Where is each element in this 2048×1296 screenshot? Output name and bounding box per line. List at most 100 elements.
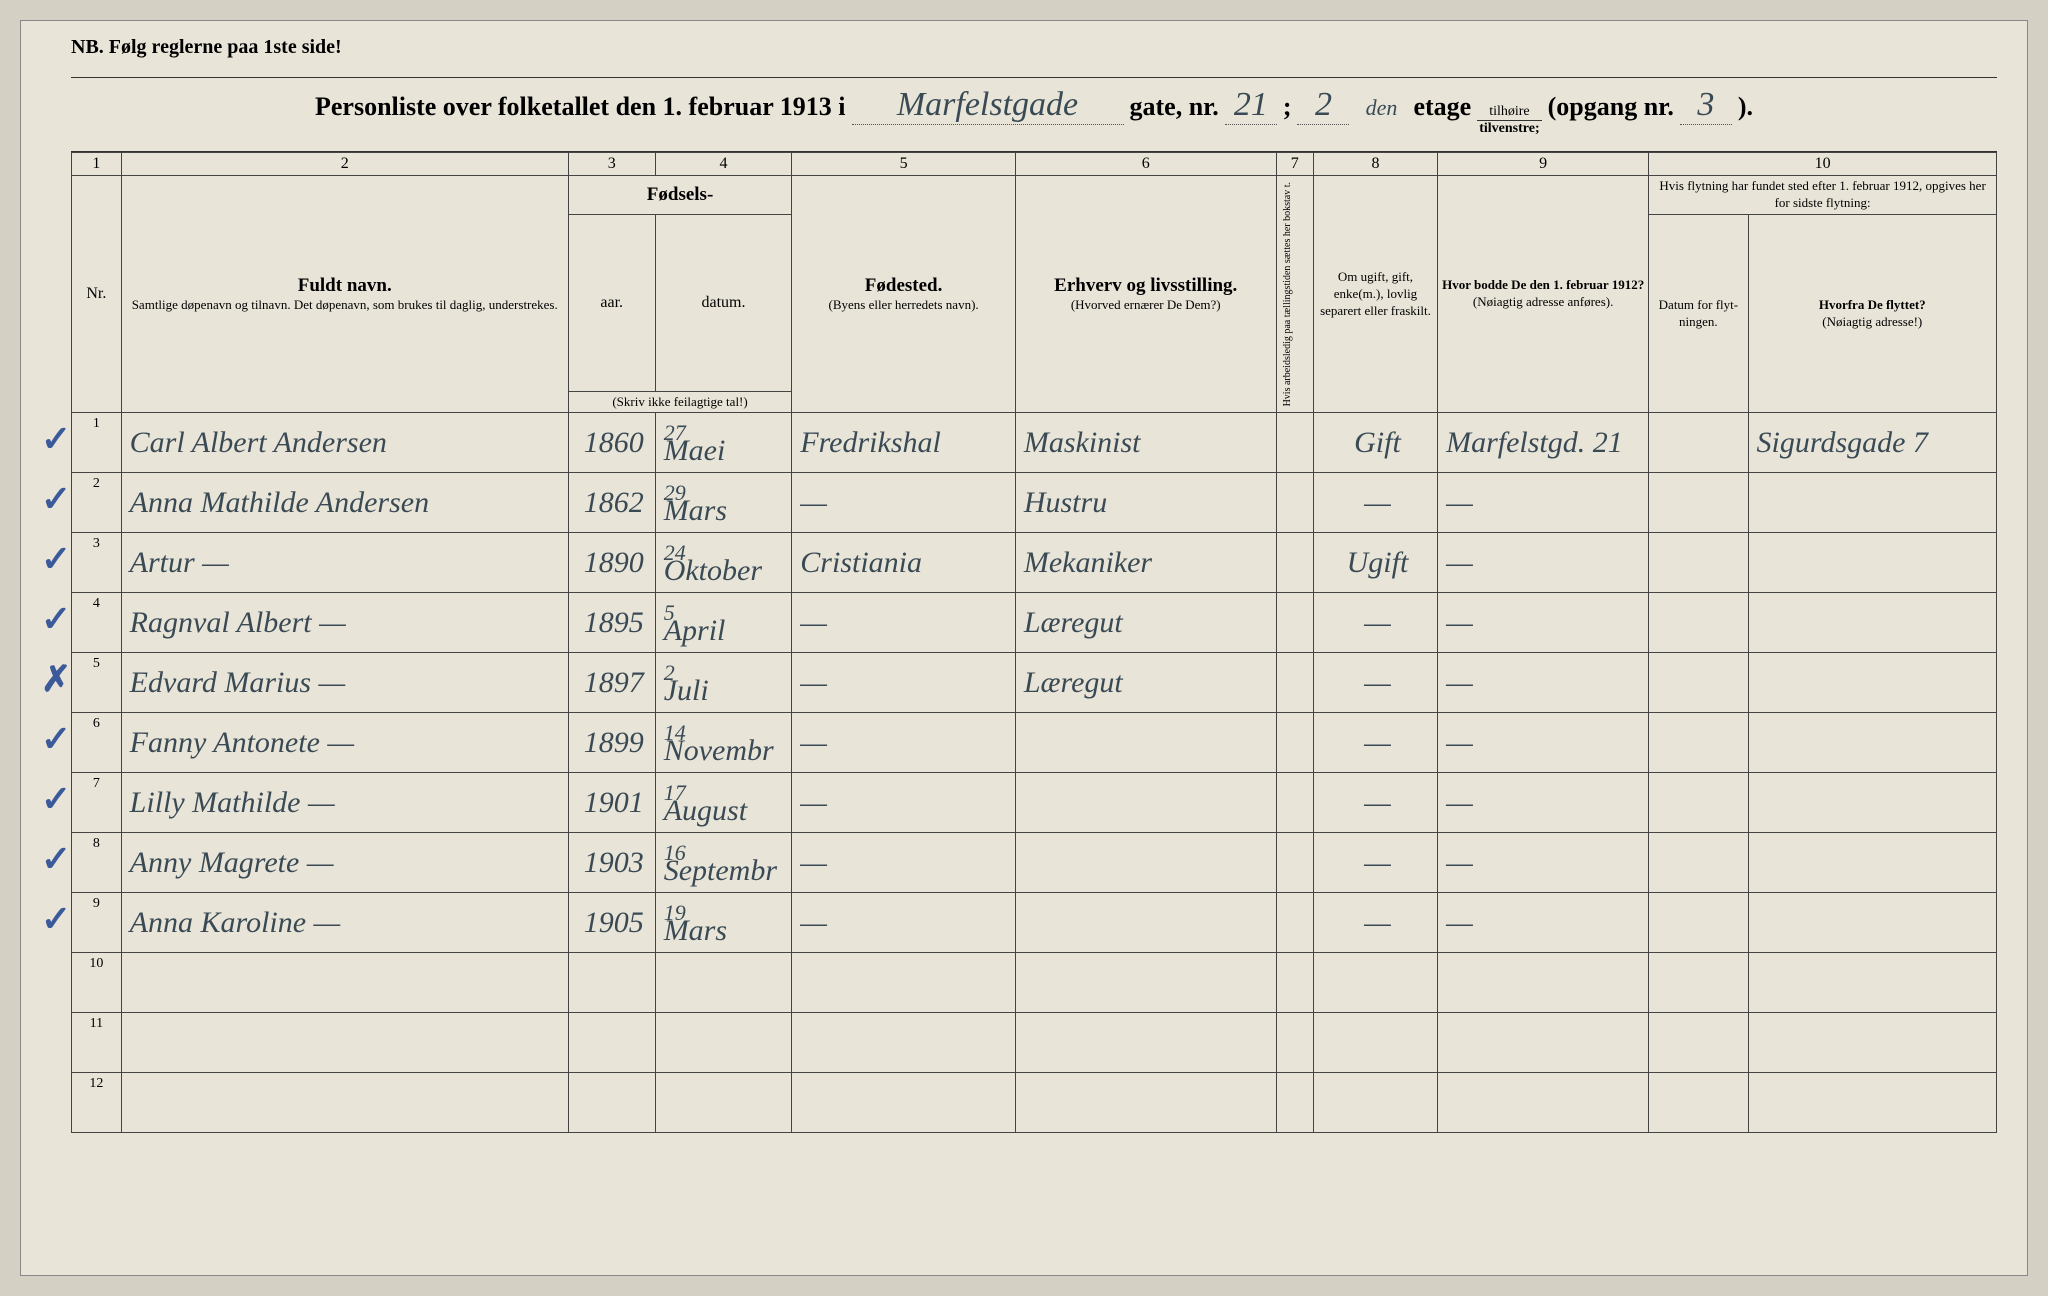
cell-occupation: Læregut xyxy=(1015,653,1276,713)
etage-sup: den xyxy=(1355,95,1407,121)
th-birthplace: Fødested. (Byens eller herredets navn). xyxy=(792,176,1016,413)
cell-name: Anna Karoline — xyxy=(121,893,568,953)
cell-date: 24Oktober xyxy=(655,533,792,593)
th-col9-sub: (Nøiagtig adresse anføres). xyxy=(1442,294,1644,311)
margin-checkmark: ✓ xyxy=(41,898,71,940)
row-number: 1 xyxy=(72,413,122,473)
row-number: 4 xyxy=(72,593,122,653)
cell-from xyxy=(1748,653,1996,713)
cell-name: Artur — xyxy=(121,533,568,593)
cell-status: — xyxy=(1313,713,1437,773)
cell-from xyxy=(1748,593,1996,653)
opgang-label: (opgang nr. xyxy=(1548,92,1674,122)
cell-from xyxy=(1748,773,1996,833)
cell-date xyxy=(655,953,792,1013)
header-prefix: Personliste over folketallet den 1. febr… xyxy=(315,92,846,122)
cell-name xyxy=(121,1073,568,1133)
cell-status: Gift xyxy=(1313,413,1437,473)
header-row-1: Nr. Fuldt navn. Samtlige døpenavn og til… xyxy=(72,176,1997,215)
cell-addr1912: — xyxy=(1438,473,1649,533)
cell-name: Ragnval Albert — xyxy=(121,593,568,653)
cell-col7 xyxy=(1276,953,1313,1013)
cell-year: 1905 xyxy=(568,893,655,953)
cell-movedate xyxy=(1649,713,1748,773)
colnum-7: 7 xyxy=(1276,153,1313,176)
cell-date xyxy=(655,1073,792,1133)
cell-addr1912 xyxy=(1438,953,1649,1013)
cell-date: 16Septembr xyxy=(655,833,792,893)
cell-birthplace: — xyxy=(792,593,1016,653)
cell-occupation: Mekaniker xyxy=(1015,533,1276,593)
cell-birthplace xyxy=(792,1013,1016,1073)
cell-movedate xyxy=(1649,773,1748,833)
cell-year: 1901 xyxy=(568,773,655,833)
cell-col7 xyxy=(1276,413,1313,473)
th-birthplace-main: Fødested. xyxy=(796,275,1011,297)
th-birth-main: Fødsels- xyxy=(647,184,714,205)
cell-birthplace: — xyxy=(792,713,1016,773)
colnum-10: 10 xyxy=(1649,153,1997,176)
cell-occupation xyxy=(1015,893,1276,953)
th-birth-note: (Skriv ikke feilagtige tal!) xyxy=(568,391,792,413)
cell-addr1912 xyxy=(1438,1013,1649,1073)
gate-nr-label: gate, nr. xyxy=(1130,92,1219,122)
th-col10-top-text: Hvis flytning har fundet sted efter 1. f… xyxy=(1653,178,1992,212)
table-row: 4Ragnval Albert —18955April—Læregut—— xyxy=(72,593,1997,653)
cell-movedate xyxy=(1649,833,1748,893)
cell-name: Lilly Mathilde — xyxy=(121,773,568,833)
cell-col7 xyxy=(1276,653,1313,713)
cell-birthplace: — xyxy=(792,773,1016,833)
th-occ-main: Erhverv og livsstilling. xyxy=(1020,275,1272,297)
th-col10b-main: Hvorfra De flyttet? xyxy=(1753,297,1992,314)
th-col7-text: Hvis arbeidsledig paa tællingstiden sætt… xyxy=(1281,178,1294,410)
cell-col7 xyxy=(1276,833,1313,893)
cell-movedate xyxy=(1649,593,1748,653)
colnum-4: 4 xyxy=(655,153,792,176)
cell-birthplace: — xyxy=(792,473,1016,533)
row-number: 3 xyxy=(72,533,122,593)
margin-checkmark: ✓ xyxy=(41,598,71,640)
colnum-6: 6 xyxy=(1015,153,1276,176)
colnum-2: 2 xyxy=(121,153,568,176)
th-birthplace-sub: (Byens eller herredets navn). xyxy=(796,297,1011,314)
cell-addr1912: — xyxy=(1438,533,1649,593)
colnum-9: 9 xyxy=(1438,153,1649,176)
cell-birthplace: — xyxy=(792,653,1016,713)
cell-name xyxy=(121,953,568,1013)
cell-status: — xyxy=(1313,773,1437,833)
th-name: Fuldt navn. Samtlige døpenavn og tilnavn… xyxy=(121,176,568,413)
cell-movedate xyxy=(1649,1013,1748,1073)
cell-movedate xyxy=(1649,1073,1748,1133)
th-col9-main: Hvor bodde De den 1. februar 1912? xyxy=(1442,277,1644,294)
table-row: 9Anna Karoline —190519Mars——— xyxy=(72,893,1997,953)
cell-date: 17August xyxy=(655,773,792,833)
cell-from xyxy=(1748,893,1996,953)
cell-col7 xyxy=(1276,533,1313,593)
cell-status: Ugift xyxy=(1313,533,1437,593)
th-col8-text: Om ugift, gift, enke(m.), lovlig separer… xyxy=(1318,269,1433,320)
gate-nr: 21 xyxy=(1225,86,1277,125)
side-top: tilhøire xyxy=(1477,104,1541,121)
cell-birthplace: Cristiania xyxy=(792,533,1016,593)
cell-name xyxy=(121,1013,568,1073)
cell-name: Carl Albert Andersen xyxy=(121,413,568,473)
cell-date: 27Maei xyxy=(655,413,792,473)
row-number: 11 xyxy=(72,1013,122,1073)
cell-col7 xyxy=(1276,773,1313,833)
cell-status xyxy=(1313,953,1437,1013)
margin-checkmark: ✓ xyxy=(41,538,71,580)
cell-from: Sigurdsgade 7 xyxy=(1748,413,1996,473)
cell-occupation xyxy=(1015,773,1276,833)
cell-addr1912: — xyxy=(1438,833,1649,893)
colnum-5: 5 xyxy=(792,153,1016,176)
margin-checkmark: ✗ xyxy=(41,658,71,700)
colnum-8: 8 xyxy=(1313,153,1437,176)
th-occ: Erhverv og livsstilling. (Hvorved ernære… xyxy=(1015,176,1276,413)
row-number: 5 xyxy=(72,653,122,713)
cell-movedate xyxy=(1649,653,1748,713)
cell-from xyxy=(1748,1013,1996,1073)
census-page: NB. Følg reglerne paa 1ste side! Personl… xyxy=(20,20,2028,1276)
row-number: 6 xyxy=(72,713,122,773)
th-birth: Fødsels- xyxy=(568,176,792,215)
cell-year: 1860 xyxy=(568,413,655,473)
